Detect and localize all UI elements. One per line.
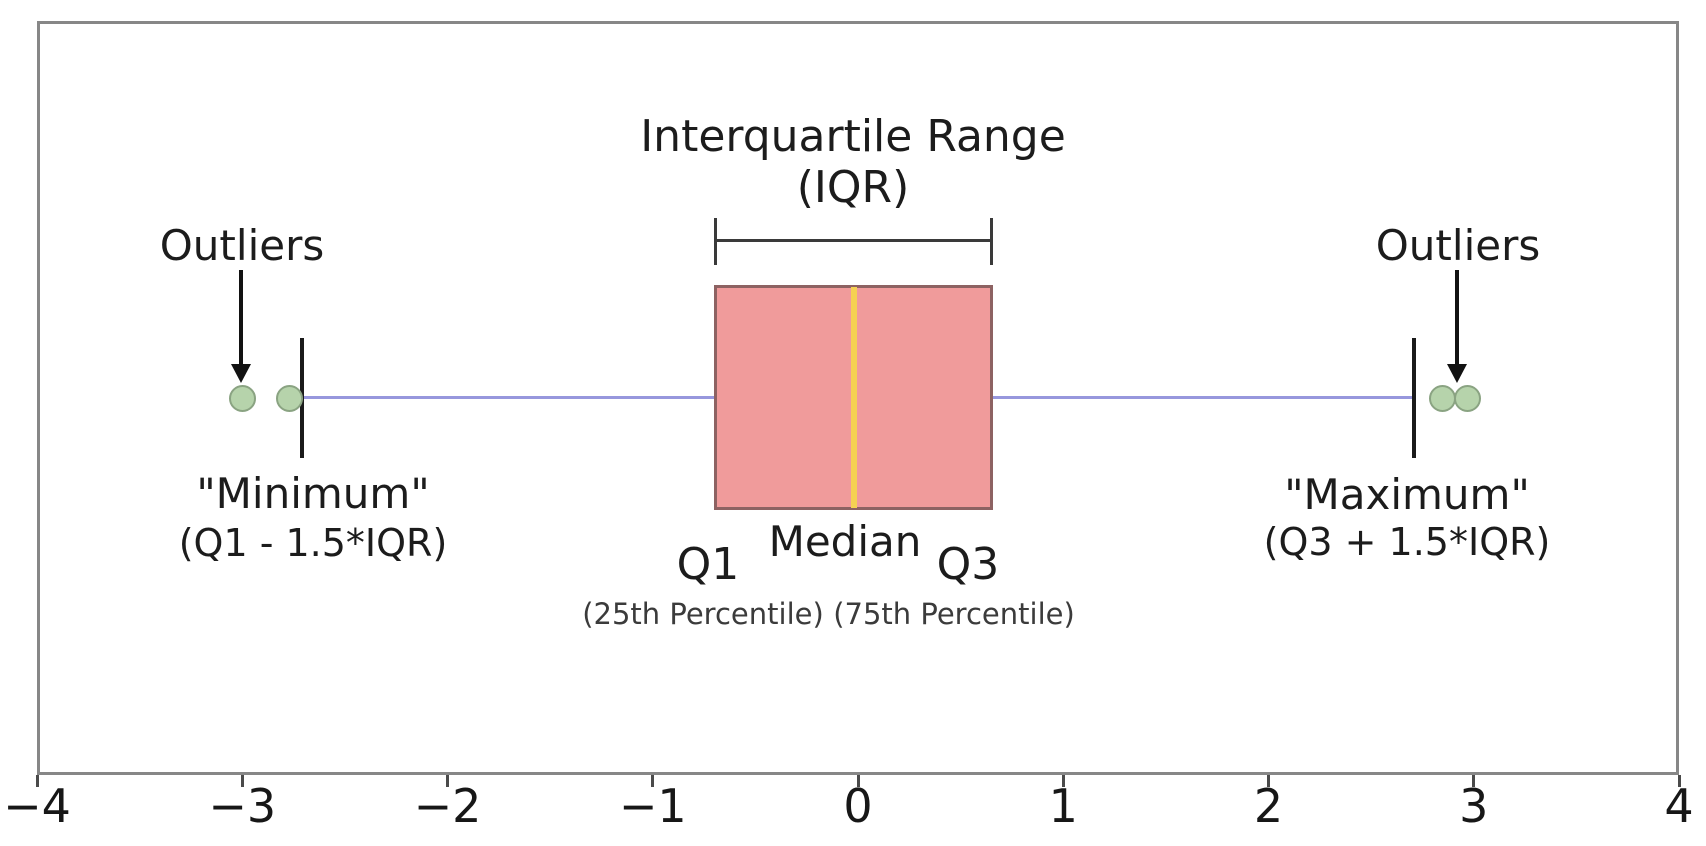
- chart-title-line1: Interquartile Range: [640, 111, 1066, 162]
- median-label: Median: [768, 517, 922, 566]
- x-tick-label: 0: [843, 779, 873, 833]
- whisker-cap-right: [1412, 338, 1417, 458]
- x-tick-mark: [1061, 775, 1065, 787]
- q1-label: Q1: [676, 539, 740, 590]
- median-line: [850, 287, 857, 508]
- whisker-right: [993, 396, 1415, 399]
- maximum-formula: (Q3 + 1.5*IQR): [1263, 520, 1551, 564]
- outlier-point: [275, 384, 303, 412]
- x-tick-label: 4: [1664, 779, 1694, 833]
- minimum-label: "Minimum": [196, 469, 430, 518]
- x-tick-mark: [446, 775, 449, 787]
- x-tick-mark: [1267, 775, 1270, 787]
- iqr-bracket: [714, 218, 994, 265]
- x-tick-label: −1: [618, 779, 687, 833]
- x-tick-mark: [1472, 775, 1476, 787]
- maximum-label: "Maximum": [1284, 470, 1530, 519]
- x-tick-label: 1: [1048, 779, 1078, 833]
- x-tick-label: −4: [3, 779, 71, 833]
- x-tick-mark: [856, 775, 860, 787]
- minimum-formula: (Q1 - 1.5*IQR): [178, 521, 448, 565]
- x-tick-label: −3: [208, 779, 277, 833]
- x-tick-label: 3: [1459, 779, 1489, 833]
- x-tick-mark: [651, 775, 655, 787]
- plot-frame: [37, 21, 1679, 775]
- outliers-label-left: Outliers: [159, 221, 325, 270]
- x-tick-label: 2: [1253, 779, 1284, 833]
- x-tick-label: −2: [413, 779, 482, 833]
- q3-label: Q3: [936, 539, 1000, 590]
- chart-title-line2: (IQR): [796, 162, 910, 213]
- outliers-label-right: Outliers: [1375, 221, 1541, 270]
- x-tick-mark: [35, 775, 39, 787]
- x-tick-mark: [1677, 775, 1681, 787]
- outlier-point: [1454, 384, 1482, 412]
- iqr-bracket-bar: [717, 239, 991, 242]
- x-tick-mark: [240, 775, 244, 787]
- outlier-point: [1429, 384, 1457, 412]
- q3-percentile-caption: (75th Percentile): [833, 597, 1075, 631]
- q1-percentile-caption: (25th Percentile): [582, 597, 824, 631]
- whisker-left: [301, 396, 715, 399]
- outlier-point: [228, 384, 256, 412]
